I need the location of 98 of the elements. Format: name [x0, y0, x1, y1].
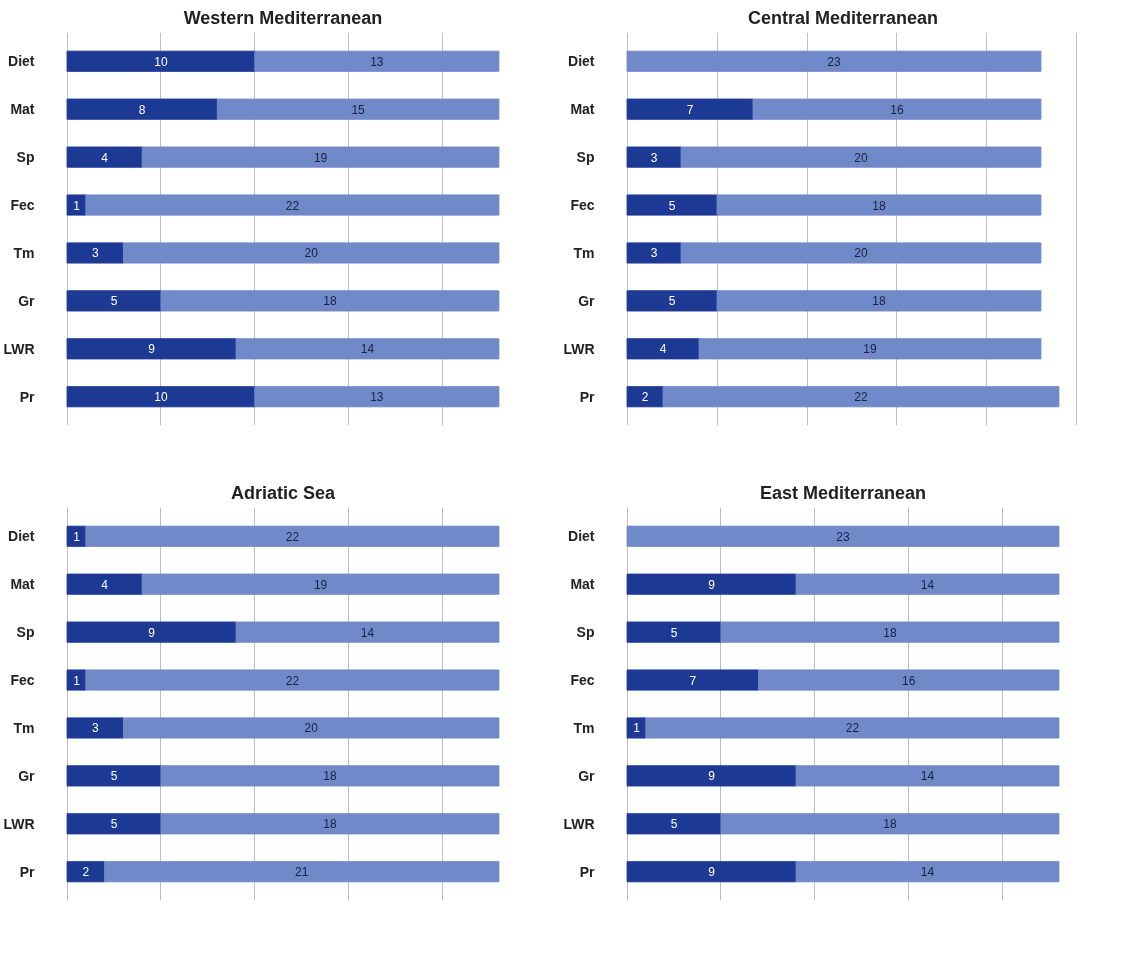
data-label: 13 [370, 390, 384, 405]
data-label: 20 [304, 246, 319, 261]
y-tick-label: Pr [579, 388, 596, 405]
data-label: 5 [110, 817, 118, 832]
y-tick-label: Tm [573, 719, 595, 736]
data-label: 19 [313, 150, 328, 165]
data-label: 23 [836, 529, 850, 544]
y-tick-label: Diet [568, 53, 595, 70]
data-label: 4 [659, 342, 667, 357]
data-label: 14 [360, 342, 375, 357]
data-label: 1 [73, 529, 81, 544]
data-label: 19 [863, 342, 877, 357]
data-label: 5 [670, 817, 678, 832]
data-label: 19 [313, 577, 328, 592]
data-label: 16 [902, 673, 916, 688]
data-label: 16 [890, 102, 904, 117]
data-label: 5 [110, 769, 118, 784]
y-tick-label: Fec [570, 197, 595, 214]
data-label: 4 [101, 577, 109, 592]
data-label: 18 [323, 769, 337, 784]
data-label: 1 [73, 198, 81, 213]
data-label: 18 [872, 294, 886, 309]
data-label: 14 [920, 769, 935, 784]
y-tick-label: LWR [3, 815, 35, 832]
data-label: 18 [872, 198, 886, 213]
y-tick-label: Sp [16, 624, 35, 641]
data-label: 21 [295, 865, 309, 880]
y-tick-label: Mat [10, 101, 35, 118]
y-tick-label: Gr [18, 767, 36, 784]
data-label: 8 [138, 102, 146, 117]
data-label: 23 [827, 54, 841, 69]
y-tick-label: LWR [563, 340, 595, 357]
y-tick-label: Sp [576, 624, 595, 641]
data-label: 18 [883, 817, 897, 832]
data-label: 9 [708, 577, 716, 592]
data-label: 10 [154, 54, 168, 69]
data-label: 9 [708, 769, 716, 784]
data-label: 1 [73, 673, 81, 688]
y-tick-label: Gr [578, 767, 596, 784]
data-label: 9 [148, 625, 156, 640]
data-label: 18 [323, 294, 337, 309]
data-label: 22 [285, 673, 300, 688]
y-tick-label: Mat [570, 101, 595, 118]
y-tick-label: Tm [13, 719, 35, 736]
y-tick-label: Diet [568, 528, 595, 545]
y-tick-label: Pr [579, 863, 596, 880]
data-label: 1 [633, 721, 641, 736]
data-label: 22 [854, 390, 868, 405]
chart-title: Adriatic Sea [230, 482, 337, 503]
data-label: 9 [148, 342, 156, 357]
chart-title: Western Mediterranean [183, 7, 383, 28]
data-label: 4 [101, 150, 109, 165]
y-tick-label: Diet [8, 53, 35, 70]
y-tick-label: Fec [570, 672, 595, 689]
data-label: 3 [650, 246, 658, 261]
data-label: 20 [854, 246, 868, 261]
data-label: 20 [854, 150, 868, 165]
data-label: 14 [360, 625, 375, 640]
y-tick-label: Mat [570, 576, 595, 593]
data-label: 13 [370, 54, 384, 69]
y-tick-label: LWR [563, 815, 595, 832]
data-label: 7 [686, 102, 694, 117]
data-label: 22 [845, 721, 860, 736]
data-label: 5 [668, 294, 676, 309]
data-label: 14 [920, 865, 935, 880]
data-label: 2 [82, 865, 90, 880]
y-tick-label: Fec [10, 197, 35, 214]
data-label: 15 [351, 102, 366, 117]
y-tick-label: Pr [19, 388, 36, 405]
data-label: 22 [285, 198, 300, 213]
data-label: 3 [650, 150, 658, 165]
y-tick-label: Pr [19, 863, 36, 880]
data-label: 2 [641, 390, 649, 405]
data-label: 5 [110, 294, 118, 309]
chart-title: Central Mediterranean [747, 7, 939, 28]
y-tick-label: Gr [18, 292, 36, 309]
data-label: 18 [323, 817, 337, 832]
y-tick-label: Sp [16, 149, 35, 166]
data-label: 20 [304, 721, 319, 736]
data-label: 10 [154, 390, 168, 405]
y-tick-label: Diet [8, 528, 35, 545]
data-label: 5 [670, 625, 678, 640]
data-label: 22 [285, 529, 300, 544]
data-label: 18 [883, 625, 897, 640]
y-tick-label: LWR [3, 340, 35, 357]
y-tick-label: Fec [10, 672, 35, 689]
data-label: 5 [668, 198, 676, 213]
chart-title: East Mediterranean [759, 482, 927, 503]
y-tick-label: Sp [576, 149, 595, 166]
data-label: 3 [91, 721, 99, 736]
data-label: 9 [708, 865, 716, 880]
data-label: 14 [920, 577, 935, 592]
y-tick-label: Tm [573, 244, 595, 261]
y-tick-label: Mat [10, 576, 35, 593]
data-label: 7 [689, 673, 697, 688]
y-tick-label: Tm [13, 244, 35, 261]
data-label: 3 [91, 246, 99, 261]
y-tick-label: Gr [578, 292, 596, 309]
